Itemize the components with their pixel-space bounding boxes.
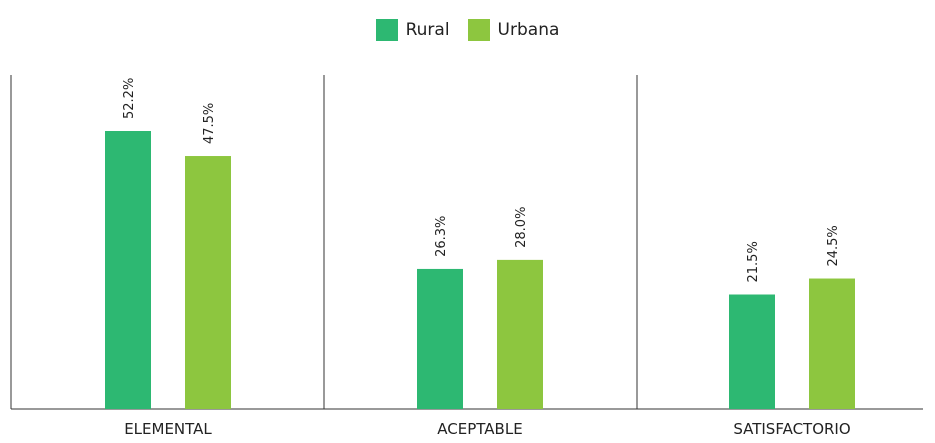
value-label-rural-aceptable: 26.3% bbox=[434, 216, 449, 257]
legend-swatch-urbana bbox=[467, 19, 490, 41]
category-label-satisfactorio: SATISFACTORIO bbox=[733, 420, 850, 438]
legend-item-urbana: Urbana bbox=[467, 19, 560, 41]
legend-label-urbana: Urbana bbox=[497, 20, 560, 40]
bar-rural-aceptable bbox=[417, 268, 463, 409]
category-label-elemental: ELEMENTAL bbox=[124, 420, 212, 438]
value-label-urbana-aceptable: 28.0% bbox=[514, 207, 529, 248]
bar-urbana-satisfactorio bbox=[809, 278, 855, 409]
value-label-urbana-satisfactorio: 24.5% bbox=[826, 225, 841, 266]
legend-label-rural: Rural bbox=[405, 20, 450, 40]
legend-item-rural: Rural bbox=[375, 19, 450, 41]
category-label-aceptable: ACEPTABLE bbox=[437, 420, 522, 438]
legend-swatch-rural bbox=[375, 19, 398, 41]
value-label-urbana-elemental: 47.5% bbox=[202, 103, 217, 144]
bar-urbana-aceptable bbox=[497, 259, 543, 409]
legend: Rural Urbana bbox=[0, 15, 935, 45]
value-label-rural-satisfactorio: 21.5% bbox=[746, 241, 761, 282]
bar-rural-elemental bbox=[105, 131, 151, 409]
value-label-rural-elemental: 52.2% bbox=[122, 78, 137, 119]
bar-urbana-elemental bbox=[185, 156, 231, 409]
bar-rural-satisfactorio bbox=[729, 294, 775, 409]
